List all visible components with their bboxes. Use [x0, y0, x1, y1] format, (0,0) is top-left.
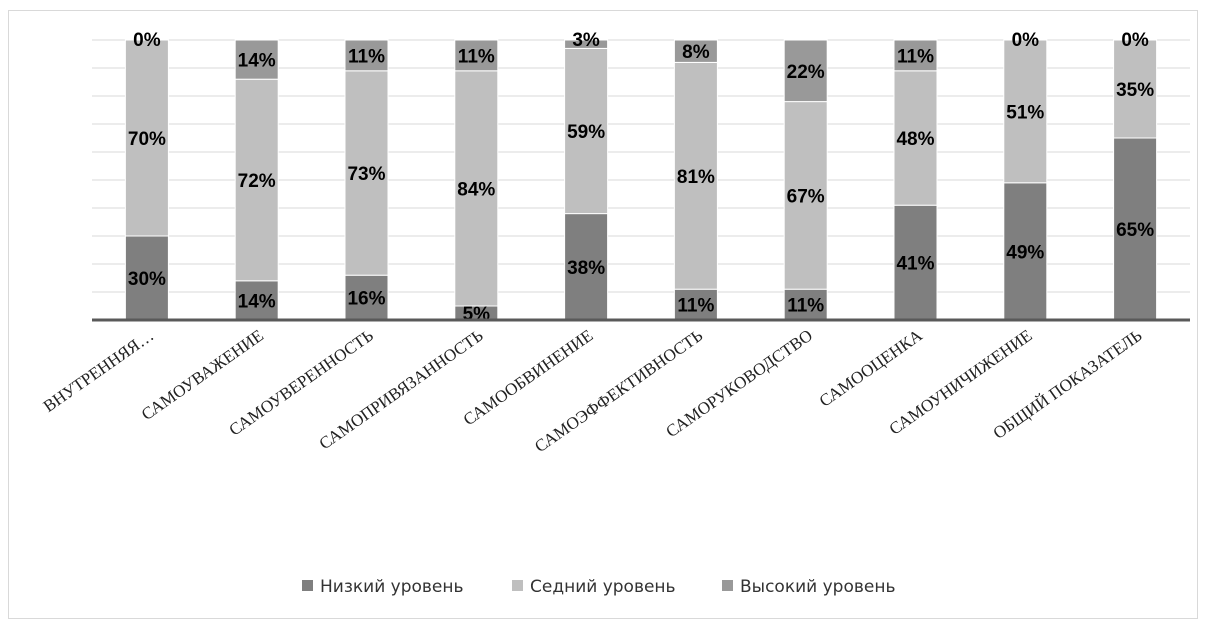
category-label: ВНУТРЕННЯЯ… — [40, 326, 157, 416]
data-label: 59% — [567, 122, 605, 143]
data-label: 49% — [1006, 242, 1044, 263]
data-label: 48% — [896, 129, 934, 150]
bar-segment — [344, 39, 389, 72]
data-label: 81% — [677, 167, 715, 188]
legend-swatch — [302, 580, 313, 591]
legend-label: Низкий уровень — [320, 577, 464, 597]
data-label: 11% — [787, 296, 824, 317]
bar-segment — [344, 274, 389, 321]
bar-segment — [564, 39, 609, 49]
legend-label: Высокий уровень — [740, 577, 895, 597]
bar-segment — [454, 39, 499, 72]
data-label: 11% — [677, 296, 714, 317]
data-label: 41% — [896, 254, 934, 275]
bar-segment — [783, 39, 828, 103]
data-label: 65% — [1116, 220, 1154, 241]
legend-swatch — [722, 580, 733, 591]
data-label: 14% — [238, 51, 276, 72]
data-label: 8% — [682, 42, 710, 63]
bar-segment — [564, 47, 609, 215]
bar-segment — [124, 39, 169, 237]
data-label: 73% — [347, 164, 385, 185]
legend-label: Седний уровень — [530, 577, 676, 597]
data-label: 0% — [133, 30, 161, 51]
bar-segment — [454, 70, 499, 307]
bar-segment — [673, 61, 718, 290]
data-label: 51% — [1006, 102, 1044, 123]
data-label: 22% — [787, 62, 825, 83]
bar-segment — [344, 70, 389, 276]
legend-swatch — [512, 580, 523, 591]
bar-segment — [234, 78, 279, 282]
data-label: 70% — [128, 129, 166, 150]
bar-segment — [893, 39, 938, 72]
bar-segment — [1003, 182, 1048, 321]
bar-segment — [673, 39, 718, 63]
bar-segment — [673, 288, 718, 321]
data-label: 0% — [1121, 30, 1149, 51]
bar-segment — [783, 101, 828, 290]
data-label: 30% — [128, 269, 166, 290]
data-label: 16% — [347, 289, 385, 310]
data-label: 0% — [1012, 30, 1040, 51]
category-label: САМООЦЕНКА — [816, 325, 927, 410]
data-label: 11% — [348, 46, 385, 67]
bar-segment — [234, 39, 279, 80]
bar-segment — [124, 235, 169, 321]
data-label: 11% — [458, 46, 495, 67]
data-label: 67% — [787, 186, 825, 207]
data-label: 35% — [1116, 80, 1154, 101]
data-label: 72% — [238, 171, 276, 192]
bar-segment — [1113, 39, 1158, 139]
data-label: 14% — [238, 291, 276, 312]
bar-segment — [564, 213, 609, 321]
data-label: 3% — [572, 30, 600, 51]
bar-segment — [234, 280, 279, 321]
data-label: 5% — [463, 304, 491, 325]
data-label: 84% — [457, 179, 495, 200]
data-label: 38% — [567, 258, 605, 279]
data-label: 11% — [897, 46, 934, 67]
bar-segment — [893, 70, 938, 206]
bar-segment — [893, 204, 938, 321]
bar-segment — [1003, 39, 1048, 184]
